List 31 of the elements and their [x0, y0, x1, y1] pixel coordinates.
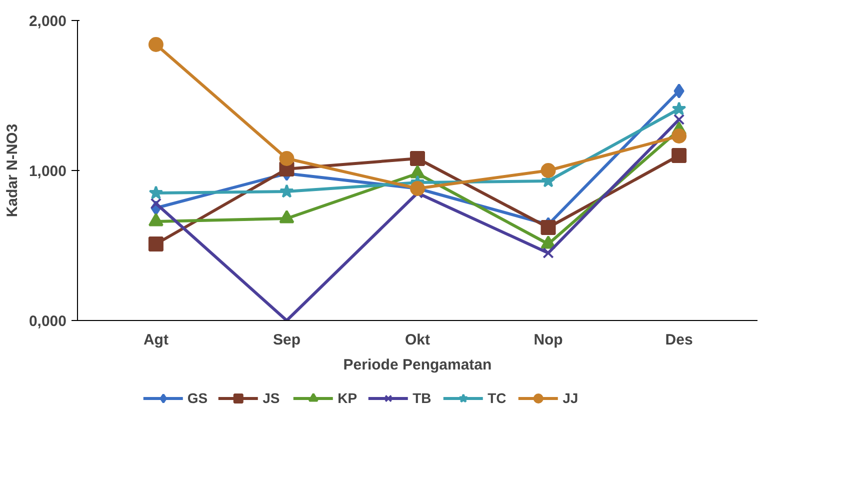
- y-tick-label: 1,000: [28, 163, 67, 180]
- legend-label: KP: [338, 390, 358, 406]
- point: [148, 236, 164, 252]
- legend-label: GS: [187, 390, 208, 406]
- point: [148, 186, 164, 200]
- legend-label: TC: [488, 390, 508, 406]
- point: [410, 151, 425, 166]
- legend-label: JJ: [562, 390, 580, 406]
- point: [540, 163, 556, 178]
- x-tick-label: Okt: [405, 332, 430, 348]
- y-tick-label: 2,000: [28, 13, 67, 30]
- point: [279, 151, 294, 166]
- legend-label: TB: [412, 390, 432, 406]
- point: [280, 184, 294, 198]
- x-tick-label: Sep: [272, 332, 300, 348]
- x-tick-label: Agt: [143, 332, 168, 348]
- point: [672, 148, 687, 163]
- point: [674, 84, 684, 98]
- x-axis-title: Periode Pengamatan: [343, 356, 492, 374]
- point: [672, 102, 686, 116]
- x-tick-label: Des: [665, 332, 693, 348]
- legend-label: JS: [262, 390, 281, 406]
- point: [673, 114, 685, 126]
- point: [672, 128, 687, 144]
- point: [540, 220, 556, 235]
- point: [150, 198, 162, 210]
- y-axis-title: Kadar N-NO3: [4, 124, 21, 218]
- x-tick-label: Nop: [534, 332, 563, 348]
- y-tick-label: 0,000: [28, 313, 67, 330]
- point: [542, 247, 554, 259]
- point: [148, 37, 164, 52]
